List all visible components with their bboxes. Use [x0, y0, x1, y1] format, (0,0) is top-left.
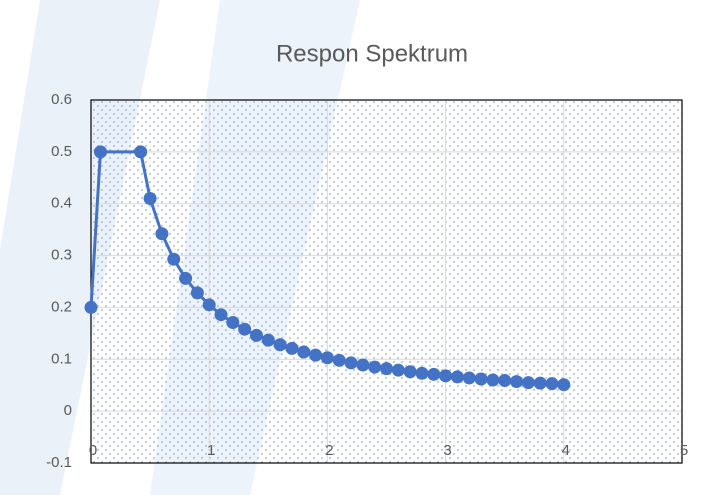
x-tick-label: 4: [562, 442, 570, 459]
data-point: [179, 272, 192, 285]
y-tick-label: 0.3: [51, 247, 72, 264]
data-point: [309, 349, 322, 362]
data-point: [356, 358, 369, 371]
data-point: [486, 374, 499, 387]
data-point: [155, 227, 168, 240]
chart-title: Respon Spektrum: [276, 40, 468, 67]
data-point: [510, 375, 523, 388]
y-tick-label: -0.1: [46, 454, 72, 471]
data-point: [134, 145, 147, 158]
chart: Respon Spektrum -0.1 0 0.1 0.2 0.3 0.4 0.5 0.6 0…: [0, 0, 705, 495]
data-point: [451, 370, 464, 383]
data-point: [215, 308, 228, 321]
data-point: [557, 378, 570, 391]
data-point: [415, 367, 428, 380]
data-point: [262, 334, 275, 347]
data-point: [545, 377, 558, 390]
data-point: [321, 351, 334, 364]
plot-area: [91, 100, 682, 463]
data-point: [285, 342, 298, 355]
data-point: [85, 301, 98, 314]
y-tick-label: 0.6: [51, 91, 72, 108]
data-point: [333, 354, 346, 367]
data-point: [475, 372, 488, 385]
data-point: [463, 371, 476, 384]
data-point: [522, 376, 535, 389]
y-tick-label: 0.4: [51, 195, 72, 212]
data-point: [404, 365, 417, 378]
x-tick-label: 5: [680, 442, 688, 459]
y-tick-label: 0: [64, 402, 72, 419]
data-point: [439, 369, 452, 382]
data-point: [94, 145, 107, 158]
data-point: [498, 374, 511, 387]
data-point: [203, 298, 216, 311]
data-point: [226, 316, 239, 329]
data-point: [250, 329, 263, 342]
data-point: [427, 368, 440, 381]
data-point: [368, 361, 381, 374]
data-point: [274, 338, 287, 351]
data-point: [534, 377, 547, 390]
y-tick-label: 0.5: [51, 143, 72, 160]
x-tick-label: 0: [89, 442, 97, 459]
x-tick-label: 2: [325, 442, 333, 459]
x-tick-label: 1: [207, 442, 215, 459]
y-tick-label: 0.2: [51, 298, 72, 315]
data-point: [167, 253, 180, 266]
data-point: [144, 192, 157, 205]
data-point: [380, 362, 393, 375]
x-tick-label: 3: [443, 442, 451, 459]
data-point: [297, 346, 310, 359]
data-point: [191, 286, 204, 299]
data-point: [392, 364, 405, 377]
data-point: [345, 356, 358, 369]
y-tick-label: 0.1: [51, 350, 72, 367]
data-point: [238, 323, 251, 336]
